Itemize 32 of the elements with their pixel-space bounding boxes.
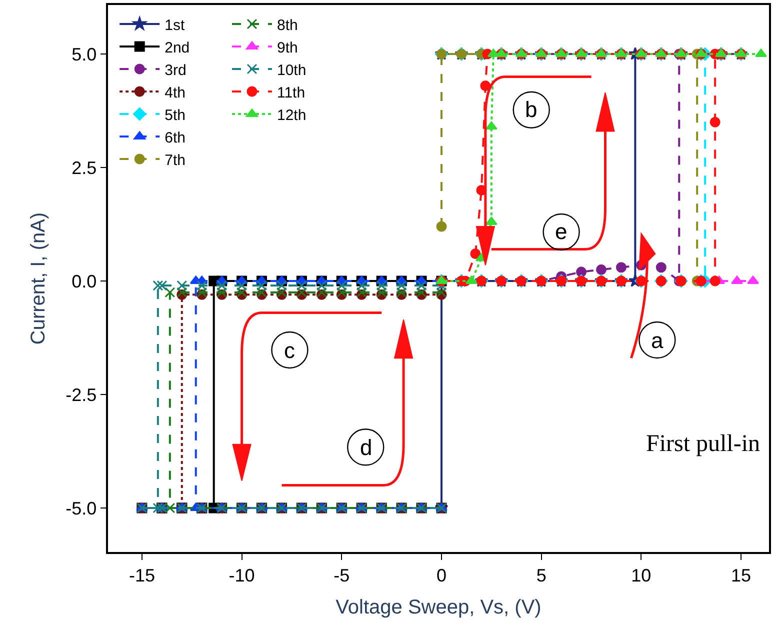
x-tick-label: 0 bbox=[436, 565, 447, 586]
annotation: First pull-in bbox=[646, 431, 760, 457]
annotation: d bbox=[360, 435, 372, 460]
x-tick-label: -10 bbox=[228, 565, 255, 586]
legend-label: 1st bbox=[164, 16, 186, 34]
legend-label: 6th bbox=[164, 129, 186, 146]
legend-label: 3rd bbox=[164, 62, 186, 79]
legend-label: 11th bbox=[276, 84, 306, 102]
legend-label: 10th bbox=[276, 62, 306, 79]
x-tick-label: 5 bbox=[536, 565, 546, 586]
annotation: b bbox=[525, 97, 538, 122]
x-tick-label: -15 bbox=[128, 565, 155, 586]
annotation: c bbox=[284, 338, 295, 363]
x-tick-label: -5 bbox=[334, 565, 350, 586]
y-tick-label: -5.0 bbox=[66, 498, 97, 518]
legend-label: 2nd bbox=[164, 39, 190, 56]
x-axis-title: Voltage Sweep, Vs, (V) bbox=[336, 596, 542, 618]
x-tick-label: 10 bbox=[631, 565, 652, 586]
legend-label: 5th bbox=[164, 106, 186, 124]
legend-label: 8th bbox=[276, 16, 298, 34]
y-tick-label: 5.0 bbox=[72, 44, 97, 64]
y-tick-label: 2.5 bbox=[72, 158, 97, 178]
annotation: a bbox=[651, 328, 664, 353]
legend-label: 9th bbox=[276, 39, 298, 56]
legend-label: 4th bbox=[164, 84, 186, 102]
legend-label: 12th bbox=[276, 106, 306, 124]
y-tick-label: 0.0 bbox=[72, 271, 97, 292]
y-axis-title: Current, I, (nA) bbox=[28, 212, 50, 345]
annotation: e bbox=[555, 219, 568, 244]
x-tick-label: 15 bbox=[731, 565, 752, 586]
y-tick-label: -2.5 bbox=[66, 384, 97, 405]
legend-label: 7th bbox=[164, 152, 186, 169]
